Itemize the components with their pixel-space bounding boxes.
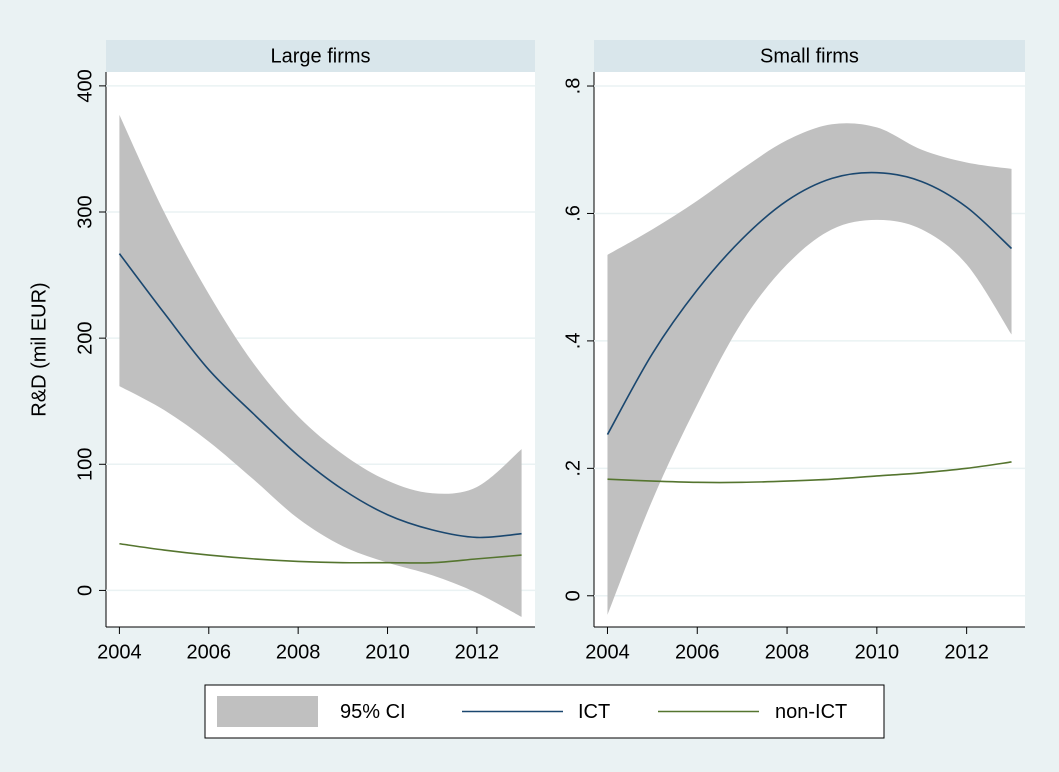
line	[607, 461, 1012, 484]
line	[118, 253, 522, 539]
line	[606, 171, 1013, 435]
legend-label: non-ICT	[775, 701, 847, 723]
y-tick-label: 0	[562, 590, 584, 601]
panel-strip	[594, 40, 1025, 72]
x-tick-label: 2012	[944, 641, 989, 663]
legend-swatch	[217, 696, 318, 727]
y-tick-label: 100	[74, 448, 96, 481]
panel-title: Large firms	[270, 45, 370, 67]
y-tick-label: 200	[74, 321, 96, 354]
x-tick-label: 2012	[455, 641, 500, 663]
x-tick-label: 2006	[675, 641, 720, 663]
y-tick-label: 300	[74, 195, 96, 228]
y-axis-label: R&D (mil EUR)	[28, 282, 50, 416]
line	[119, 542, 522, 564]
panel-title: Small firms	[760, 45, 859, 67]
confidence-band	[607, 123, 1012, 615]
x-tick-label: 2004	[97, 641, 142, 663]
x-tick-label: 2010	[855, 641, 900, 663]
legend-label: 95% CI	[340, 701, 406, 723]
confidence-band	[119, 114, 522, 617]
x-tick-label: 2006	[187, 641, 232, 663]
y-tick-label: 400	[74, 69, 96, 102]
y-tick-label: .4	[562, 333, 584, 350]
x-tick-label: 2004	[585, 641, 630, 663]
y-tick-label: .8	[562, 78, 584, 95]
y-tick-label: 0	[74, 585, 96, 596]
legend-label: ICT	[578, 701, 610, 723]
panel-strip	[106, 40, 535, 72]
x-tick-label: 2008	[765, 641, 810, 663]
y-tick-label: .6	[562, 205, 584, 222]
y-tick-label: .2	[562, 460, 584, 477]
x-tick-label: 2008	[276, 641, 321, 663]
x-tick-label: 2010	[365, 641, 410, 663]
